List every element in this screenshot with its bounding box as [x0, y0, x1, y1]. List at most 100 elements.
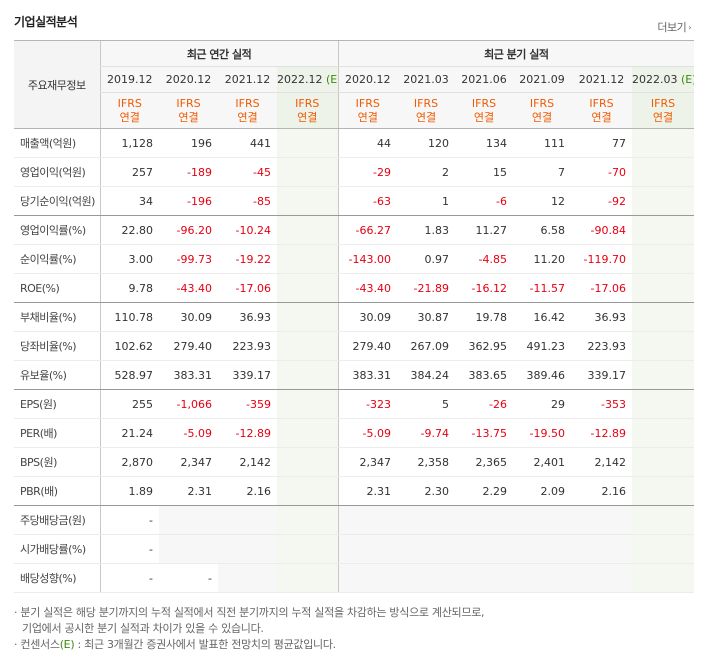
table-cell: 528.97 [99, 360, 159, 390]
table-cell: 3.00 [99, 244, 159, 274]
table-cell [277, 360, 339, 390]
more-link[interactable]: 더보기 › [657, 19, 691, 35]
table-cell [218, 563, 277, 593]
table-cell: -359 [218, 389, 277, 419]
table-cell: -99.73 [159, 244, 218, 274]
table-cell: 267.09 [397, 331, 456, 361]
table-cell: 2.31 [159, 476, 218, 506]
more-label: 더보기 [657, 21, 687, 34]
table-cell: 11.20 [513, 244, 572, 274]
table-cell: - [99, 505, 159, 535]
table-cell [632, 215, 695, 245]
consolidated-label: 연결 [357, 110, 378, 124]
table-cell: -90.84 [571, 215, 633, 245]
table-cell: -189 [159, 157, 218, 187]
table-cell: -85 [218, 186, 277, 216]
consolidated-label: 연결 [297, 110, 318, 124]
row-label: 주당배당금(원) [14, 505, 100, 535]
table-cell [277, 215, 339, 245]
period-label: 2020.12 [165, 73, 212, 86]
table-cell: 5 [397, 389, 456, 419]
ifrs-header-quarterly-4: IFRS 연결 [571, 92, 633, 129]
table-cell: 2.16 [571, 476, 633, 506]
table-cell: 77 [571, 128, 633, 158]
table-cell: 12 [513, 186, 572, 216]
table-cell [632, 389, 695, 419]
table-cell: -5.09 [159, 418, 218, 448]
table-cell: 9.78 [99, 273, 159, 303]
table-cell: 2.31 [337, 476, 398, 506]
table-row: 당기순이익(억원) 34 -196 -85 -63 1 -6 12 -92 [14, 186, 695, 216]
note-consensus: · 컨센서스(E) : 최근 3개월간 증권사에서 발표한 전망치의 평균값입니… [14, 637, 484, 653]
table-row: 주당배당금(원) - [14, 505, 695, 535]
row-label: 순이익률(%) [14, 244, 100, 274]
period-label: 2019.12 [107, 73, 153, 86]
table-cell: 6.58 [513, 215, 572, 245]
ifrs-label: IFRS [471, 96, 497, 110]
table-cell: -1,066 [159, 389, 218, 419]
period-header-quarterly-2: 2021.06 [455, 66, 514, 93]
table-cell [337, 505, 398, 535]
row-label: BPS(원) [14, 447, 100, 477]
table-cell [277, 476, 339, 506]
table-cell: -43.40 [337, 273, 398, 303]
period-label: 2022.12 [277, 73, 323, 86]
table-cell: -96.20 [159, 215, 218, 245]
row-label: 매출액(억원) [14, 128, 100, 158]
table-row: 영업이익률(%) 22.80 -96.20 -10.24 -66.27 1.83 11.27… [14, 215, 695, 245]
table-cell [513, 534, 572, 564]
table-cell [632, 244, 695, 274]
table-row: BPS(원) 2,870 2,347 2,142 2,347 2,358 2,365 2,40… [14, 447, 695, 477]
table-cell: 1 [397, 186, 456, 216]
table-cell [571, 505, 633, 535]
table-cell [632, 534, 695, 564]
table-cell: 2.16 [218, 476, 277, 506]
table-cell: 44 [337, 128, 398, 158]
table-row: PER(배) 21.24 -5.09 -12.89 -5.09 -9.74 -13.75 -1… [14, 418, 695, 448]
footnotes: · 분기 실적은 해당 분기까지의 누적 실적에서 직전 분기까지의 누적 실적… [14, 605, 485, 653]
annual-group-header: 최근 연간 실적 [99, 40, 339, 67]
table-row: 배당성향(%) - - [14, 563, 695, 593]
table-cell: 34 [99, 186, 159, 216]
table-cell: -66.27 [337, 215, 398, 245]
row-label: 부채비율(%) [14, 302, 100, 332]
note-consensus-estimate-mark: (E) [59, 638, 75, 651]
table-cell [337, 563, 398, 593]
table-cell: -10.24 [218, 215, 277, 245]
table-cell: 2 [397, 157, 456, 187]
table-cell: 2,142 [218, 447, 277, 477]
table-cell [277, 273, 339, 303]
table-cell: 223.93 [218, 331, 277, 361]
table-row: PBR(배) 1.89 2.31 2.16 2.31 2.30 2.29 2.09 2.16 [14, 476, 695, 506]
table-cell [571, 534, 633, 564]
period-header-annual-0: 2019.12 [99, 66, 159, 93]
period-header-annual-3: 2022.12 (E) [277, 66, 339, 93]
period-label: 2021.12 [224, 73, 271, 86]
table-cell [277, 128, 339, 158]
table-cell: 223.93 [571, 331, 633, 361]
table-cell [455, 534, 514, 564]
quarterly-group-header: 최근 분기 실적 [337, 40, 695, 67]
ifrs-label: IFRS [117, 96, 142, 110]
table-cell: 102.62 [99, 331, 159, 361]
table-cell: -4.85 [455, 244, 514, 274]
table-row: EPS(원) 255 -1,066 -359 -323 5 -26 29 -353 [14, 389, 695, 419]
ifrs-header-annual-1: IFRS 연결 [159, 92, 218, 129]
estimate-mark: (E) [326, 73, 338, 86]
ifrs-label: IFRS [589, 96, 614, 110]
consolidated-label: 연결 [652, 110, 674, 124]
table-cell: 15 [455, 157, 514, 187]
ifrs-header-annual-3: IFRS 연결 [277, 92, 339, 129]
row-label: 시가배당률(%) [14, 534, 100, 564]
consolidated-label: 연결 [473, 110, 495, 124]
ifrs-header-quarterly-1: IFRS 연결 [397, 92, 456, 129]
table-cell: 1,128 [99, 128, 159, 158]
table-cell: 30.09 [337, 302, 398, 332]
consolidated-label: 연결 [178, 110, 199, 124]
table-cell [218, 505, 277, 535]
table-cell [397, 534, 456, 564]
row-label: 영업이익률(%) [14, 215, 100, 245]
note-quarterly-cont: 기업에서 공시한 분기 실적과 차이가 있을 수 있습니다. [22, 622, 264, 635]
table-cell: -12.89 [571, 418, 633, 448]
table-cell [397, 563, 456, 593]
